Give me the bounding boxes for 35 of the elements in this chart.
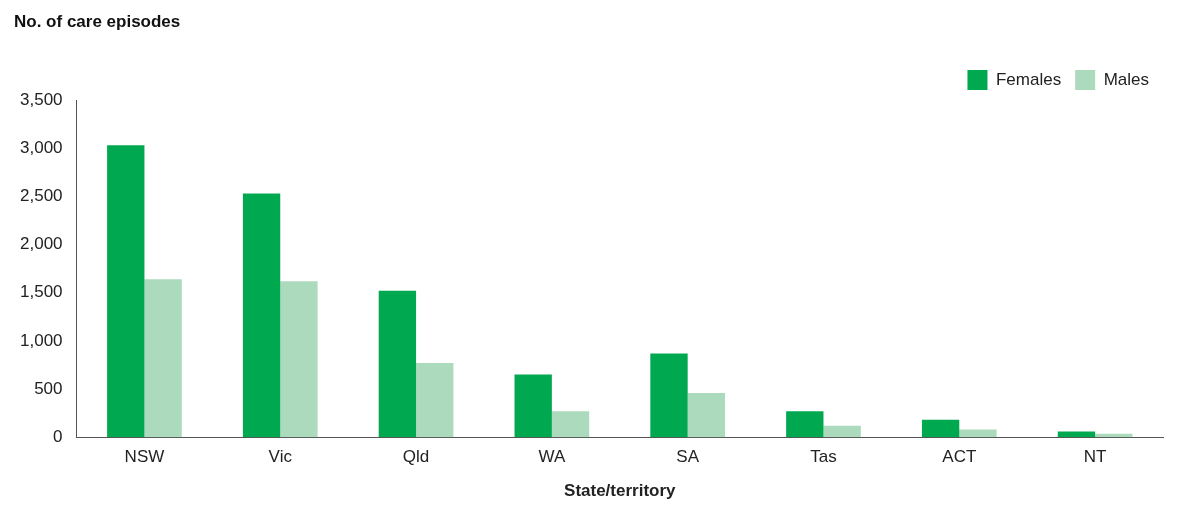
- y-tick-label: 1,000: [19, 330, 63, 350]
- y-tick-label: 3,000: [19, 137, 63, 157]
- bar: [416, 363, 454, 438]
- bar: [242, 193, 281, 438]
- bar: [1057, 431, 1096, 438]
- bar: [687, 392, 726, 438]
- x-tick-label: Vic: [268, 447, 293, 467]
- y-tick-label: 2,000: [19, 234, 63, 254]
- x-tick-label: Tas: [810, 447, 837, 467]
- x-axis-title: State/territory: [564, 481, 677, 501]
- bar: [378, 290, 417, 438]
- legend-label: Females: [995, 69, 1062, 89]
- x-tick-label: NT: [1083, 447, 1107, 467]
- bar: [921, 419, 960, 438]
- y-tick-label: 2,500: [19, 186, 63, 206]
- x-tick-label: Qld: [402, 447, 430, 467]
- bar: [144, 279, 182, 438]
- y-axis-title: No. of care episodes: [13, 11, 182, 33]
- y-tick-label: 1,500: [19, 282, 63, 302]
- legend-label: Males: [1103, 69, 1150, 89]
- y-tick-label: 500: [34, 378, 63, 398]
- x-tick-label: SA: [676, 447, 700, 467]
- bar: [959, 429, 997, 438]
- y-tick-label: 0: [53, 426, 63, 446]
- bar: [280, 281, 318, 438]
- x-tick-label: ACT: [942, 447, 977, 467]
- bar: [514, 374, 552, 438]
- bar: [107, 145, 145, 438]
- x-tick-label: NSW: [124, 447, 165, 467]
- bar: [786, 411, 824, 438]
- x-tick-label: WA: [538, 447, 566, 467]
- bar: [823, 425, 861, 438]
- bar: [650, 353, 688, 438]
- y-tick-label: 3,500: [19, 89, 63, 109]
- bar: [551, 411, 590, 438]
